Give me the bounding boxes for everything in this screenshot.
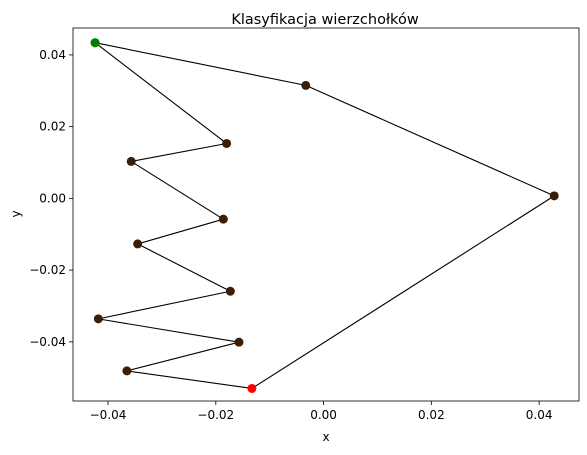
series-segment: [126, 370, 252, 389]
vertex-point: [225, 286, 235, 296]
series-segment: [94, 42, 227, 144]
series-segment: [251, 195, 555, 389]
y-tick-label: 0.02: [39, 120, 66, 134]
x-tick-label: −0.04: [90, 408, 127, 422]
vertex-point: [218, 214, 228, 224]
vertex-point: [301, 80, 311, 90]
series-segment: [98, 318, 240, 343]
series-segment: [126, 341, 240, 372]
vertex-point: [222, 138, 232, 148]
x-tick-label: −0.02: [197, 408, 234, 422]
x-tick-label: 0.02: [418, 408, 445, 422]
y-tick-label: 0.00: [39, 191, 66, 205]
vertex-point: [549, 191, 559, 201]
vertex-point: [93, 314, 103, 324]
plot-frame: [72, 27, 580, 402]
series-segment: [137, 218, 224, 245]
series-segment: [94, 42, 306, 86]
vertex-point: [126, 156, 136, 166]
x-axis-label: x: [322, 430, 329, 444]
x-tick-label: 0.00: [310, 408, 337, 422]
chart-title: Klasyfikacja wierzchołków: [231, 12, 419, 28]
y-axis-label: y: [9, 210, 23, 217]
series-segment: [131, 142, 227, 162]
vertex-point: [247, 383, 257, 393]
vertex-point: [122, 366, 132, 376]
y-tick-label: −0.02: [29, 263, 66, 277]
series-segment: [98, 290, 231, 320]
series-segment: [130, 160, 224, 220]
series-segment: [137, 243, 231, 292]
series-segment: [305, 84, 555, 197]
y-tick-label: −0.04: [29, 335, 66, 349]
x-tick-label: 0.04: [526, 408, 553, 422]
y-tick-label: 0.04: [39, 48, 66, 62]
vertex-point: [234, 337, 244, 347]
vertex-point: [90, 38, 100, 48]
vertex-point: [133, 239, 143, 249]
